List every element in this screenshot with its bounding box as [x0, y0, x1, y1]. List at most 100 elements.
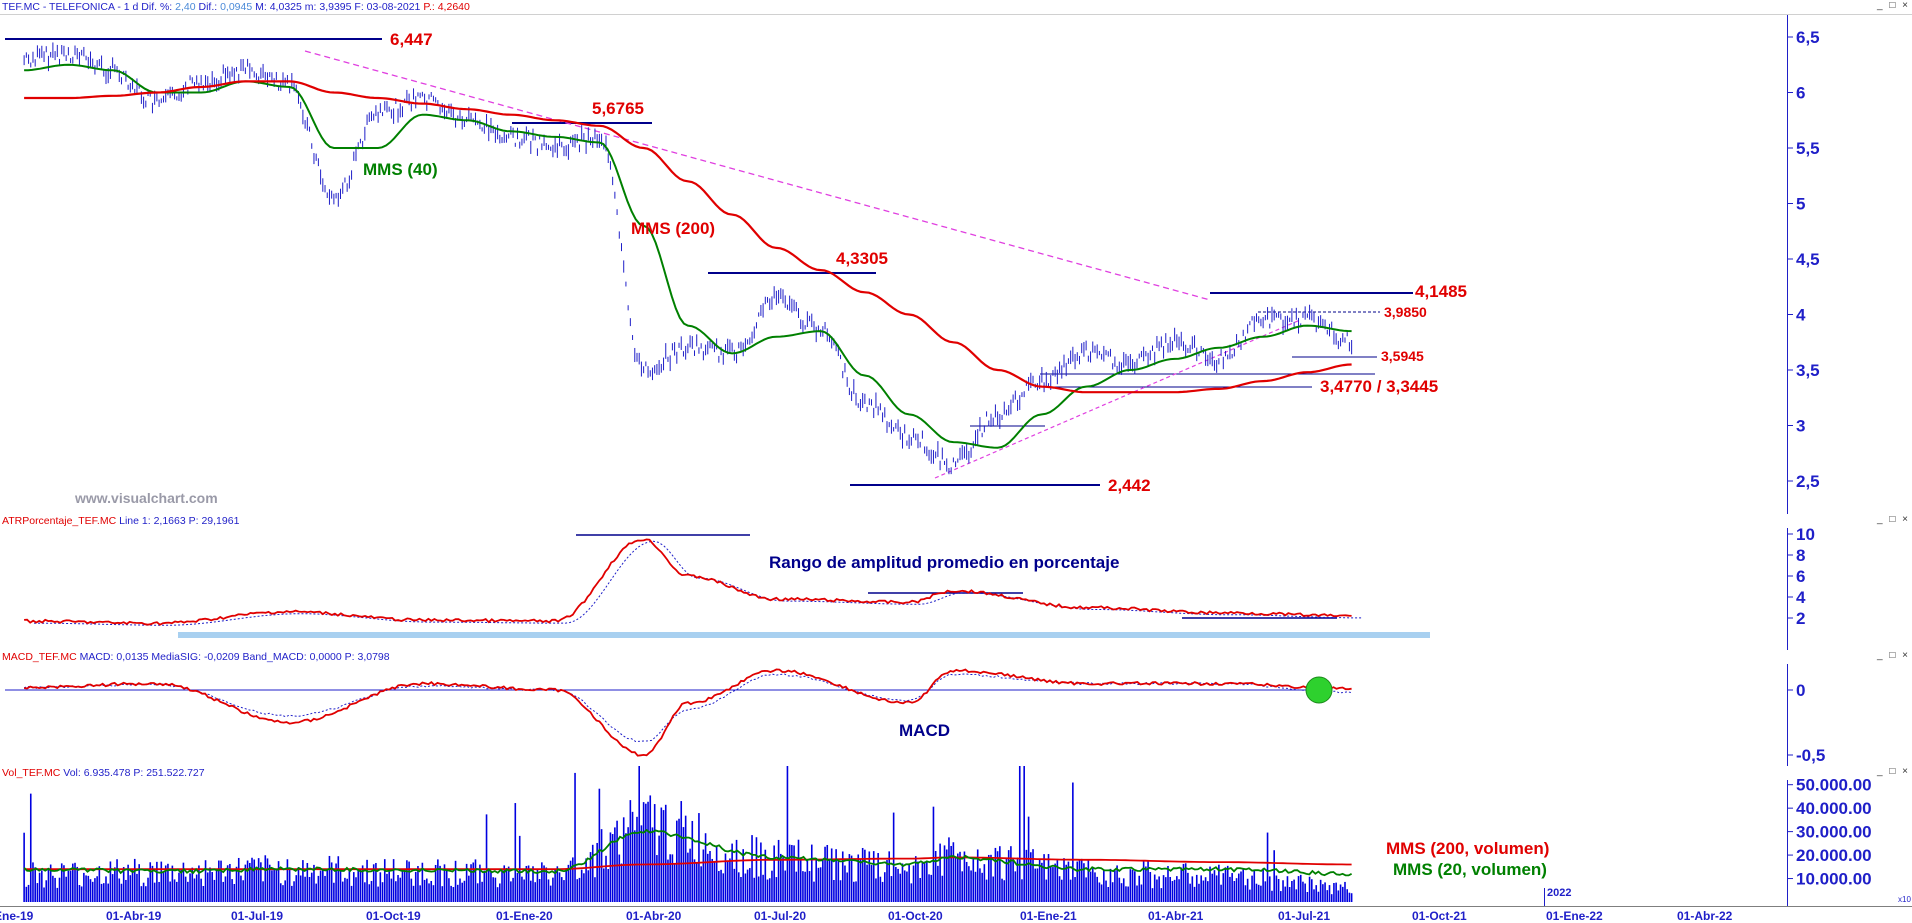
year-marker-2022: 2022	[1547, 887, 1571, 899]
volume-bar	[229, 863, 231, 902]
volume-bar	[100, 883, 103, 902]
volume-bar	[189, 873, 191, 902]
volume-bar	[328, 855, 331, 902]
volume-bar	[795, 871, 798, 902]
volume-bar	[877, 853, 879, 902]
volume-bar	[974, 871, 977, 902]
vol-ytick-label: 20.000.00	[1796, 846, 1872, 865]
volume-bar	[370, 880, 373, 902]
volume-bar	[886, 860, 888, 902]
volume-bar	[43, 887, 45, 902]
volume-bar	[780, 853, 782, 902]
volume-window-buttons[interactable]: _ □ ×	[1877, 766, 1910, 777]
volume-bar	[1021, 879, 1023, 902]
atr-window-buttons[interactable]: _ □ ×	[1877, 514, 1910, 525]
volume-bar	[1127, 886, 1129, 902]
volume-bar	[1083, 863, 1085, 902]
atr-signal-line	[34, 540, 1362, 626]
volume-bar	[603, 868, 605, 902]
volume-bar	[209, 867, 211, 902]
vol-ytick-label: 40.000.00	[1796, 799, 1872, 818]
volume-bar	[797, 839, 800, 902]
volume-bar	[319, 870, 322, 902]
volume-bar	[419, 885, 421, 902]
volume-bar	[1215, 875, 1218, 902]
volume-bar	[1344, 881, 1346, 902]
volume-bar	[713, 861, 716, 902]
volume-bar	[1036, 868, 1039, 902]
volume-bar	[950, 845, 952, 902]
volume-bar	[406, 860, 408, 902]
volume-bar	[987, 854, 990, 902]
volume-bar	[23, 832, 25, 902]
volume-bar	[631, 811, 634, 902]
volume-bar	[1244, 885, 1247, 902]
volume-bar	[472, 862, 475, 902]
volume-bar	[1178, 879, 1180, 902]
volume-bar	[817, 867, 820, 902]
volume-bar	[1235, 878, 1238, 902]
volume-bar	[514, 803, 517, 902]
volume-bar	[536, 869, 539, 902]
volume-bar	[56, 887, 59, 902]
volume-bar	[1339, 884, 1342, 902]
price-ytick-label: 5	[1796, 195, 1805, 214]
volume-bar	[111, 874, 114, 902]
volume-bar	[244, 864, 247, 902]
volume-bar	[1058, 876, 1061, 902]
volume-bar	[251, 857, 253, 902]
volume-bar	[1014, 871, 1017, 902]
macd-window-buttons[interactable]: _ □ ×	[1877, 650, 1910, 661]
volume-bar	[724, 853, 727, 902]
volume-bar	[1191, 876, 1194, 902]
volume-bar	[543, 865, 545, 902]
volume-bar	[1153, 874, 1156, 902]
volume-bar	[341, 881, 344, 902]
volume-bar	[390, 878, 393, 902]
volume-bar	[193, 878, 196, 902]
price-ytick-label: 6	[1796, 84, 1805, 103]
price-ytick-label: 2,5	[1796, 472, 1820, 491]
volume-bar	[523, 879, 525, 902]
volume-bar	[837, 859, 840, 902]
volume-bar	[715, 846, 718, 902]
volume-bar	[881, 881, 884, 902]
volume-bar	[1213, 870, 1216, 902]
mms200-line	[24, 80, 1352, 394]
x-tick-label: 01-Abr-20	[626, 909, 682, 923]
volume-bar	[54, 877, 56, 902]
volume-bar	[864, 849, 866, 902]
volume-bar	[499, 883, 501, 902]
volume-bar	[985, 879, 988, 902]
atr-band	[178, 632, 1430, 638]
volume-bar	[434, 864, 437, 902]
volume-bar	[284, 880, 286, 902]
volume-bar	[235, 866, 238, 902]
volume-bar	[565, 869, 567, 902]
volume-bar	[731, 843, 733, 902]
volume-bar	[1151, 888, 1154, 902]
volume-bar	[282, 885, 284, 902]
volume-bar	[69, 870, 72, 902]
volume-bar	[943, 845, 946, 902]
volume-bar	[490, 871, 492, 902]
volume-bar	[753, 877, 756, 902]
volume-bar	[160, 861, 163, 902]
volume-bar	[961, 871, 964, 902]
volume-bar	[375, 862, 377, 902]
volume-bar	[1251, 875, 1253, 902]
price-ytick-label: 3,5	[1796, 361, 1820, 380]
volume-bar	[1149, 872, 1152, 902]
price-ytick-label: 3	[1796, 417, 1805, 436]
volume-bar	[788, 844, 791, 902]
price-window-buttons[interactable]: _ □ ×	[1877, 0, 1910, 11]
volume-bar	[1237, 873, 1240, 902]
volume-bar	[890, 876, 893, 902]
volume-bar	[145, 886, 147, 902]
volume-bar	[206, 872, 209, 902]
volume-bar	[485, 814, 488, 902]
volume-bar	[954, 856, 957, 902]
volume-bar	[1023, 766, 1025, 902]
volume-bar	[1107, 886, 1110, 902]
volume-bar	[492, 877, 494, 902]
